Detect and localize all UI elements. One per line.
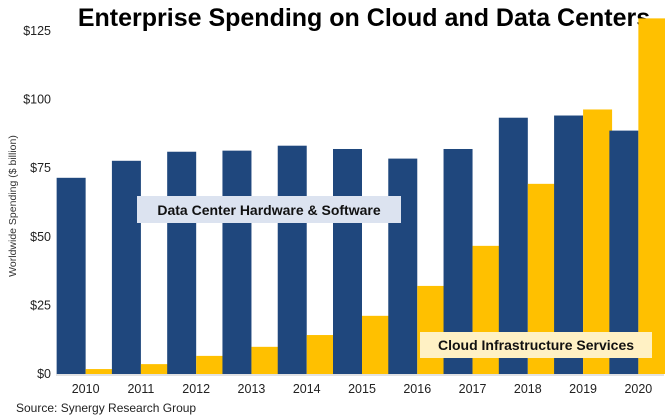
x-tick-label: 2013 (238, 382, 266, 396)
bar-cloud (85, 369, 115, 374)
annotation-data-center: Data Center Hardware & Software (137, 196, 401, 223)
bar-cloud (251, 346, 281, 374)
y-tick-label: $100 (23, 93, 51, 107)
y-axis-label: Worldwide Spending ($ billion) (7, 135, 19, 277)
bars (56, 18, 665, 375)
bar-cloud (638, 18, 665, 375)
x-tick-label: 2012 (182, 382, 210, 396)
annotation-cloud-box (420, 332, 652, 358)
bar-data-center (498, 117, 528, 375)
y-tick-label: $50 (30, 230, 51, 244)
bar-data-center (333, 148, 362, 374)
bar-cloud (140, 364, 170, 374)
y-tick-label: $75 (30, 161, 51, 175)
x-tick-label: 2010 (72, 382, 100, 396)
bar-cloud (583, 109, 613, 375)
x-tick-label: 2017 (459, 382, 487, 396)
x-axis-ticks: 2010 2011 2012 2013 2014 2015 2016 2017 2018 2019… (72, 382, 653, 396)
y-tick-label: $125 (23, 24, 51, 38)
x-tick-label: 2015 (348, 382, 376, 396)
x-tick-label: 2020 (624, 382, 652, 396)
x-tick-label: 2018 (514, 382, 542, 396)
y-tick-label: $0 (37, 367, 51, 381)
annotation-data-center-box (137, 196, 401, 223)
bar-data-center (554, 115, 584, 374)
bar-data-center (56, 177, 86, 374)
annotation-cloud-text: Cloud Infrastructure Services (438, 337, 634, 353)
annotation-cloud: Cloud Infrastructure Services (420, 332, 652, 358)
source-note: Source: Synergy Research Group (16, 401, 196, 415)
bar-cloud (196, 355, 226, 374)
annotation-data-center-text: Data Center Hardware & Software (157, 202, 381, 218)
bar-data-center (277, 145, 307, 374)
bar-cloud (417, 285, 447, 374)
x-tick-label: 2011 (127, 382, 154, 396)
bar-data-center (167, 151, 197, 374)
y-axis-ticks: $0 $25 $50 $75 $100 $125 (23, 24, 51, 381)
x-tick-label: 2014 (293, 382, 321, 396)
bar-data-center (111, 160, 141, 374)
bar-data-center (222, 150, 252, 374)
bar-cloud (306, 335, 336, 374)
x-tick-label: 2019 (569, 382, 597, 396)
bar-data-center (388, 158, 418, 374)
x-tick-label: 2016 (403, 382, 431, 396)
bar-cloud (362, 315, 391, 374)
chart-title: Enterprise Spending on Cloud and Data Ce… (78, 4, 650, 32)
y-tick-label: $25 (30, 298, 51, 312)
